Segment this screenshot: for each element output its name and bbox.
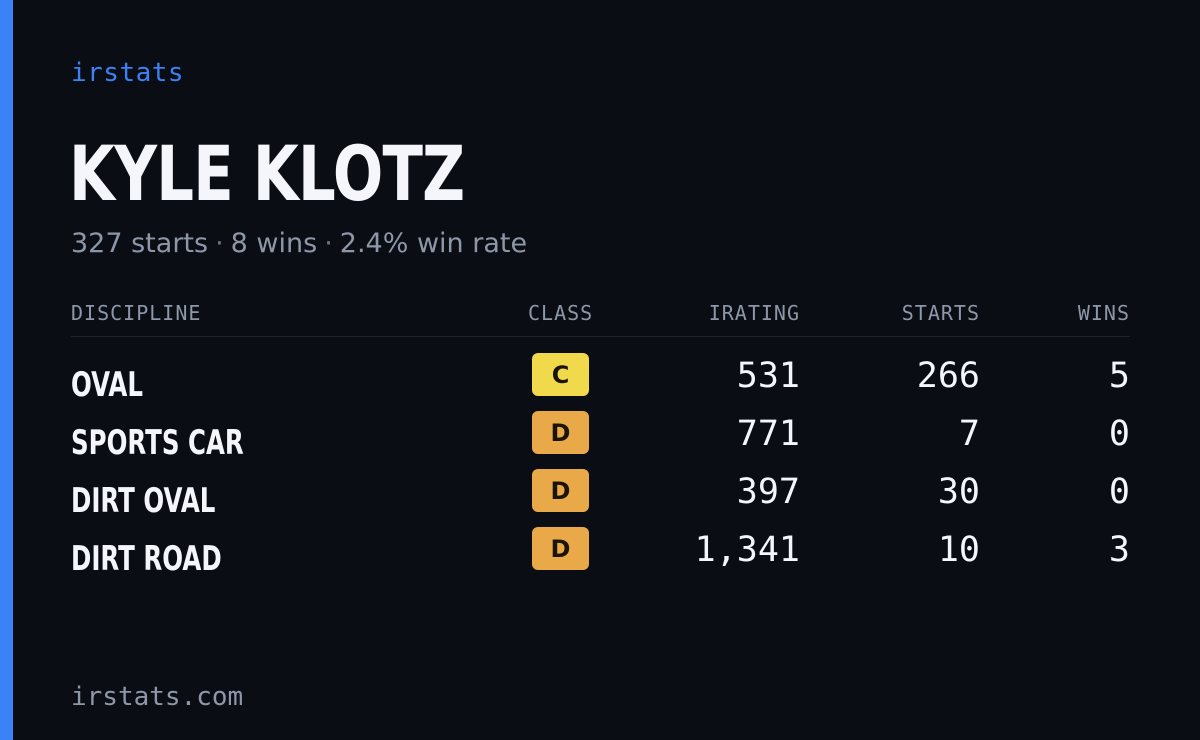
summary-starts: 327 starts [71,228,209,259]
discipline-name: DIRT OVAL [71,481,216,521]
discipline-name: DIRT ROAD [71,539,222,579]
license-class-badge: D [532,527,589,570]
irating-value: 397 [736,472,800,512]
irating-value: 1,341 [694,530,800,570]
wins-value: 0 [1108,472,1130,512]
license-class-badge: D [532,411,589,454]
driver-name: KYLE KLOTZ [69,129,465,218]
header-wins: WINS [1077,301,1130,325]
header-class: CLASS [528,301,594,325]
starts-value: 10 [937,530,980,570]
summary-separator: · [324,228,333,259]
summary-wins: 8 wins [230,228,318,259]
discipline-name: OVAL [71,365,143,405]
table-header-row: DISCIPLINE CLASS IRATING STARTS WINS [71,298,1130,337]
footer-domain: irstats.com [71,682,244,712]
license-class-badge: C [532,353,589,396]
wins-value: 5 [1108,356,1130,396]
driver-summary: 327 starts · 8 wins · 2.4% win rate [71,228,527,259]
discipline-stats-table: DISCIPLINE CLASS IRATING STARTS WINS OVA… [71,298,1130,585]
header-irating: IRATING [708,301,800,325]
table-row: DIRT OVAL D 397 30 0 [71,469,1130,527]
table-row: SPORTS CAR D 771 7 0 [71,411,1130,469]
table-body: OVAL C 531 266 5 SPORTS CAR D 771 7 0 DI… [71,337,1130,585]
wins-value: 3 [1108,530,1130,570]
table-row: OVAL C 531 266 5 [71,353,1130,411]
starts-value: 30 [937,472,980,512]
accent-bar [0,0,13,740]
header-starts: STARTS [901,301,980,325]
table-row: DIRT ROAD D 1,341 10 3 [71,527,1130,585]
header-discipline: DISCIPLINE [71,301,202,325]
irating-value: 771 [736,414,800,454]
irating-value: 531 [736,356,800,396]
starts-value: 266 [916,356,980,396]
starts-value: 7 [958,414,980,454]
brand-logo: irstats [71,58,185,88]
wins-value: 0 [1108,414,1130,454]
license-class-badge: D [532,469,589,512]
discipline-name: SPORTS CAR [71,423,244,463]
summary-separator: · [215,228,224,259]
summary-win-rate: 2.4% win rate [339,228,528,259]
